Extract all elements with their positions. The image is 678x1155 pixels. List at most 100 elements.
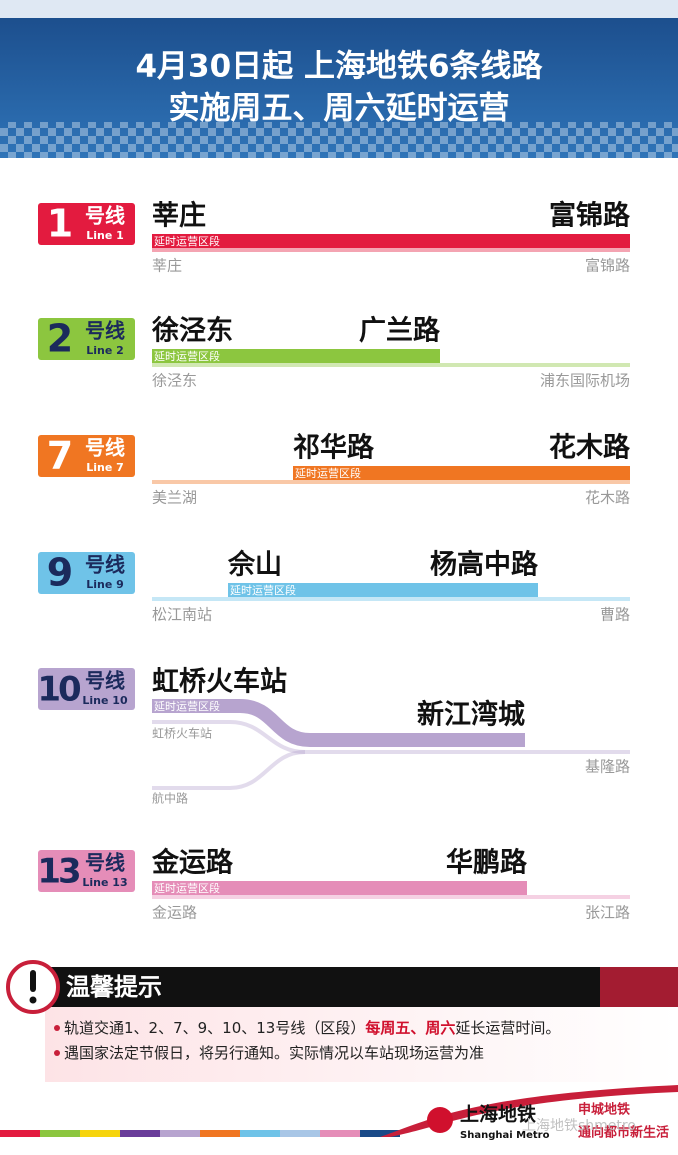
line-english: Line 9: [86, 578, 124, 591]
line-english: Line 7: [86, 461, 124, 474]
footer-stripe: [280, 1130, 320, 1137]
terminus-start: 虹桥火车站: [152, 726, 212, 741]
notice-bar-accent: [600, 967, 678, 1007]
line-english: Line 10: [82, 694, 128, 707]
branch-track: [152, 750, 306, 790]
start-station: 金运路: [151, 847, 234, 879]
line-number: 13: [37, 852, 79, 892]
line-number: 1: [47, 202, 73, 246]
logo-mark: [427, 1107, 453, 1133]
terminus-end: 基隆路: [585, 758, 630, 776]
terminus-end: 浦东国际机场: [540, 372, 630, 390]
line-suffix: 号线: [85, 851, 125, 875]
line-number: 2: [47, 317, 73, 361]
terminus-start: 徐泾东: [152, 372, 197, 390]
footer-stripe: [320, 1130, 360, 1137]
terminus-end: 张江路: [585, 904, 630, 922]
end-station: 花木路: [549, 432, 631, 464]
end-station: 富锦路: [549, 200, 631, 232]
line-badge: [38, 203, 135, 245]
terminus-start: 松江南站: [152, 606, 212, 624]
logo-en: Shanghai Metro: [460, 1130, 550, 1141]
line-english: Line 1: [86, 229, 124, 242]
terminus-end: 曹路: [600, 606, 630, 624]
notice-item: 轨道交通1、2、7、9、10、13号线（区段）每周五、周六延长运营时间。: [64, 1019, 560, 1037]
start-station: 莘庄: [152, 200, 206, 232]
warning-icon-dot: [29, 996, 37, 1004]
warning-icon-bar: [30, 970, 36, 992]
footer-stripe: [160, 1130, 200, 1137]
service-segment: [152, 881, 527, 895]
service-segment: [152, 234, 630, 248]
segment-label: 延时运营区段: [154, 881, 220, 895]
service-segment: [293, 466, 630, 480]
notice-text: 遇国家法定节假日，将另行通知。实际情况以车站现场运营为准: [64, 1044, 484, 1062]
notice-text: 延长运营时间。: [455, 1019, 560, 1037]
segment-label: 延时运营区段: [295, 466, 361, 480]
footer-stripe: [240, 1130, 280, 1137]
bullet: [54, 1025, 60, 1031]
header-checker: [0, 122, 678, 158]
line-suffix: 号线: [85, 553, 125, 577]
line-badge: [38, 850, 135, 892]
line-number: 10: [37, 670, 81, 710]
terminus-end: 富锦路: [585, 257, 630, 275]
slogan-1: 申城地铁: [578, 1102, 630, 1118]
terminus-start: 美兰湖: [152, 489, 197, 507]
bullet: [54, 1050, 60, 1056]
footer-stripe: [40, 1130, 80, 1137]
line-number: 7: [47, 434, 73, 478]
track: [152, 363, 630, 367]
line-english: Line 13: [82, 876, 127, 889]
line-suffix: 号线: [85, 669, 125, 693]
footer-stripe: [120, 1130, 160, 1137]
terminus-start: 金运路: [152, 904, 197, 922]
track: [152, 720, 630, 754]
notice-text: 每周五、周六: [365, 1019, 455, 1037]
segment-label: 延时运营区段: [154, 234, 220, 248]
end-station: 新江湾城: [417, 699, 525, 731]
line-badge: [38, 668, 135, 710]
start-station: 佘山: [227, 549, 282, 581]
footer-stripe: [80, 1130, 120, 1137]
end-station: 广兰路: [359, 315, 441, 347]
start-station: 虹桥火车站: [152, 666, 287, 698]
logo-cn: 上海地铁: [460, 1103, 536, 1126]
track: [152, 597, 630, 601]
track: [152, 895, 630, 899]
line-suffix: 号线: [85, 436, 125, 460]
notice-item: 遇国家法定节假日，将另行通知。实际情况以车站现场运营为准: [64, 1044, 484, 1062]
notice-body: [45, 1007, 678, 1082]
line-number: 9: [47, 551, 73, 595]
end-station: 杨高中路: [430, 549, 539, 581]
slogan-2: 通向都市新生活: [578, 1125, 669, 1141]
segment-label: 延时运营区段: [154, 349, 220, 363]
footer-stripe: [200, 1130, 240, 1137]
notice-title: 温馨提示: [66, 973, 162, 1001]
title-line: 4月30日起 上海地铁6条线路: [135, 49, 543, 85]
footer-stripe: [360, 1130, 400, 1137]
track: [152, 480, 630, 484]
start-station: 祁华路: [293, 432, 375, 464]
service-segment: [228, 583, 538, 597]
line-badge: [38, 435, 135, 477]
segment-label: 延时运营区段: [154, 699, 220, 713]
start-station: 徐泾东: [151, 315, 233, 347]
notice-text: 轨道交通1、2、7、9、10、13号线（区段）: [64, 1019, 365, 1037]
footer-stripe: [0, 1130, 40, 1137]
service-segment: [152, 699, 525, 747]
branch-terminus: 航中路: [152, 791, 188, 806]
terminus-start: 莘庄: [152, 257, 182, 275]
line-suffix: 号线: [85, 319, 125, 343]
end-station: 华鹏路: [446, 847, 528, 879]
segment-label: 延时运营区段: [230, 583, 296, 597]
footer-swoosh: [380, 1085, 678, 1137]
line-english: Line 2: [86, 344, 124, 357]
terminus-end: 花木路: [585, 489, 630, 507]
service-segment: [152, 349, 440, 363]
line-badge: [38, 318, 135, 360]
watermark: 上海地铁shmetro: [522, 1118, 636, 1134]
